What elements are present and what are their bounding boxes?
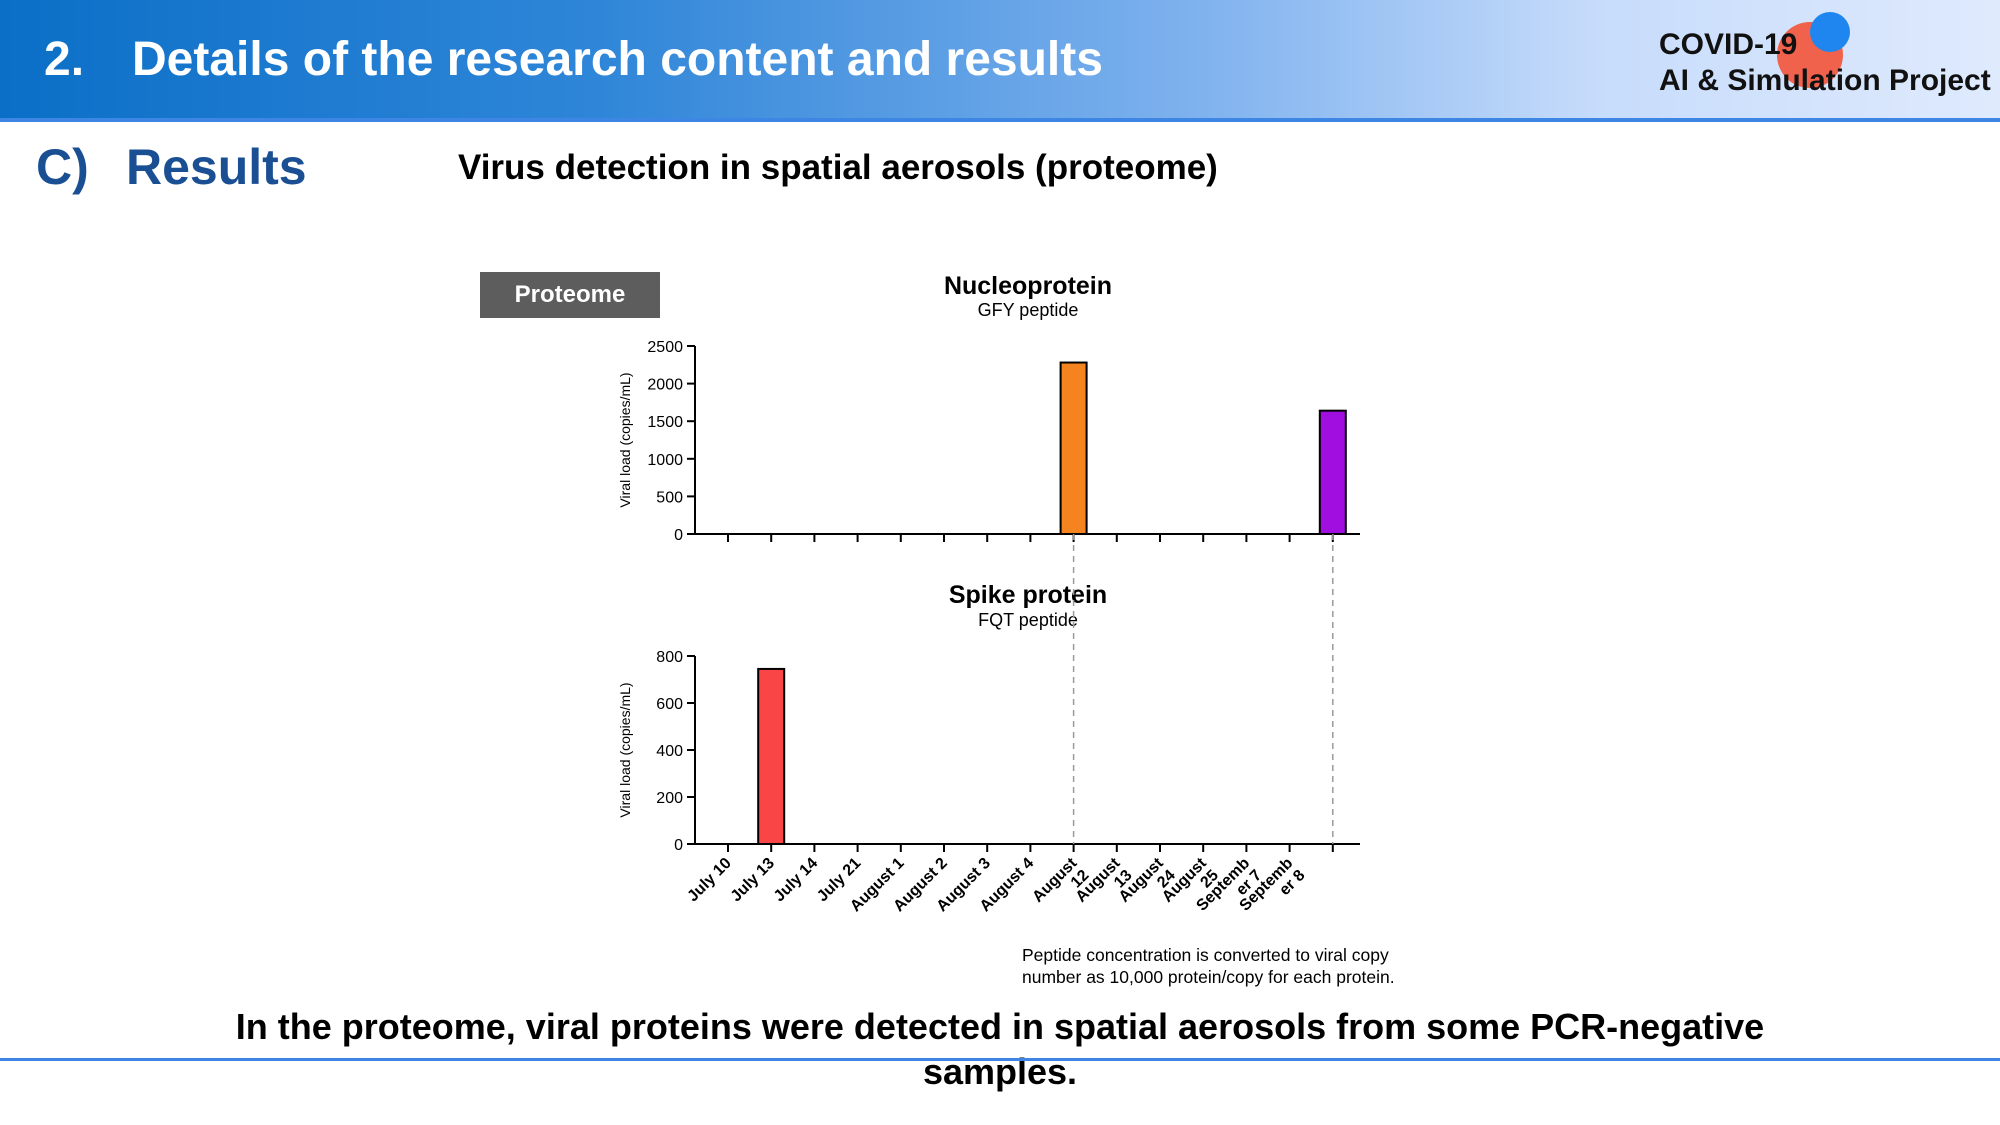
- x-tick-label: July 10: [684, 855, 734, 905]
- chart-subtitle: FQT peptide: [978, 610, 1078, 630]
- figure-title: Virus detection in spatial aerosols (pro…: [458, 148, 1218, 187]
- subsection-label: C): [36, 139, 89, 195]
- chart-subtitle: GFY peptide: [978, 300, 1079, 320]
- proteome-tag: Proteome: [480, 272, 660, 318]
- y-tick-label: 600: [656, 696, 683, 713]
- x-tick-label-line: July 14: [771, 855, 821, 905]
- bar: [1059, 361, 1088, 535]
- y-axis-label: Viral load (copies/mL): [617, 682, 633, 817]
- section-title: Details of the research content and resu…: [132, 33, 1103, 86]
- y-tick-label: 500: [656, 489, 683, 506]
- x-tick-label-line: July 10: [684, 855, 734, 905]
- bar: [757, 667, 786, 845]
- subsection-title: Results: [126, 139, 307, 195]
- header-banner: [0, 0, 2000, 118]
- logo-text-project: AI & Simulation Project: [1659, 64, 1991, 97]
- chart-title: Nucleoprotein: [944, 272, 1112, 300]
- y-axis-label: Viral load (copies/mL): [617, 372, 633, 507]
- conversion-note: Peptide concentration is converted to vi…: [1022, 945, 1395, 987]
- chart-title: Spike protein: [949, 581, 1107, 609]
- x-tick-label: July 14: [771, 855, 821, 905]
- section-number: 2.: [44, 33, 85, 86]
- conclusion-text: In the proteome, viral proteins were det…: [235, 1006, 1765, 1092]
- x-tick-label-line: July 13: [728, 855, 778, 905]
- project-logo: COVID-19 AI & Simulation Project: [1655, 10, 1995, 110]
- y-tick-label: 0: [674, 527, 683, 544]
- header-divider: [0, 118, 2000, 122]
- y-tick-label: 2000: [647, 377, 683, 394]
- y-tick-label: 200: [656, 790, 683, 807]
- y-tick-label: 0: [674, 837, 683, 854]
- y-tick-label: 1000: [647, 452, 683, 469]
- y-tick-label: 1500: [647, 414, 683, 431]
- y-tick-label: 400: [656, 743, 683, 760]
- logo-text-covid: COVID-19: [1659, 28, 1798, 61]
- bar: [1318, 409, 1347, 535]
- logo-blue-circle: [1810, 12, 1850, 52]
- y-tick-label: 2500: [647, 339, 683, 356]
- y-tick-label: 800: [656, 649, 683, 666]
- footer-divider: [0, 1058, 2000, 1061]
- x-tick-label: July 13: [728, 855, 778, 905]
